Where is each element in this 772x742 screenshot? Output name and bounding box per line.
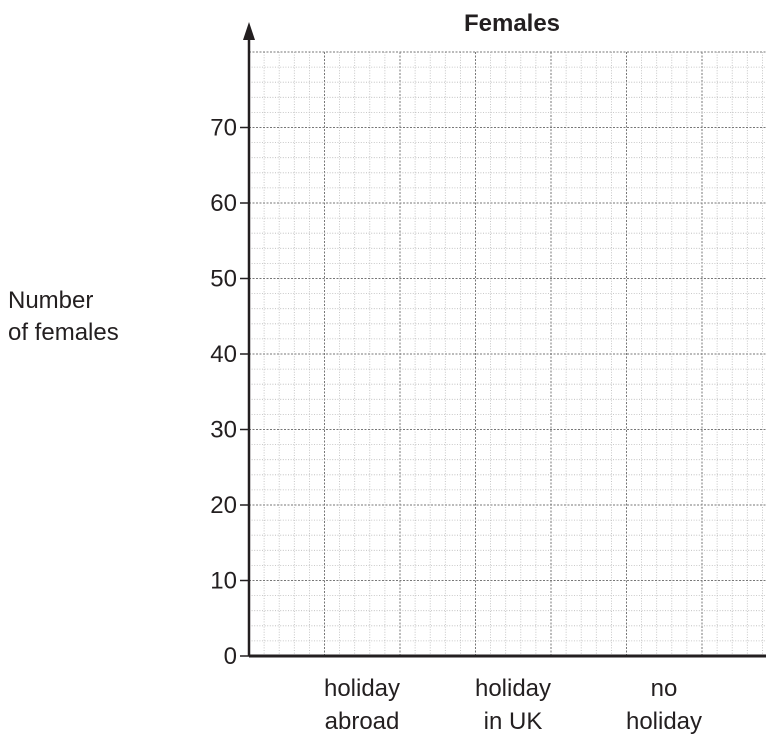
graph-paper-grid <box>249 51 766 656</box>
y-tick-label: 30 <box>210 417 237 444</box>
chart-labels: Females Number of females <box>8 10 560 346</box>
y-tick-label: 10 <box>210 568 237 595</box>
y-tick-label: 20 <box>210 492 237 519</box>
x-category-label: in UK <box>484 708 543 735</box>
y-tick-label: 0 <box>224 643 237 670</box>
x-category-label: holiday <box>626 708 702 735</box>
x-category-label: abroad <box>325 708 400 735</box>
chart-title: Females <box>464 10 560 37</box>
y-tick-labels: 0 10 20 30 40 50 60 70 <box>210 115 237 671</box>
y-tick-label: 40 <box>210 341 237 368</box>
x-category-labels: holiday abroad holiday in UK no holiday <box>324 675 702 735</box>
y-axis-label-line-1: Number <box>8 287 93 314</box>
y-tick-label: 70 <box>210 115 237 142</box>
y-axis-arrowhead <box>243 22 255 40</box>
y-tick-label: 60 <box>210 190 237 217</box>
x-category-label: holiday <box>475 675 551 702</box>
x-category-label: no <box>651 675 678 702</box>
y-axis-label-line-2: of females <box>8 319 119 346</box>
y-tick-label: 50 <box>210 266 237 293</box>
x-category-label: holiday <box>324 675 400 702</box>
axes <box>240 22 766 658</box>
